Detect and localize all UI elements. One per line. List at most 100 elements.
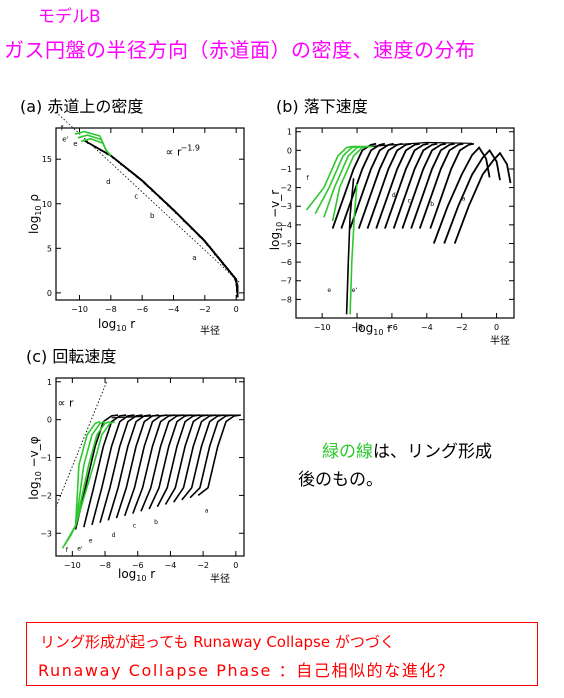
a-ytick-label: 0 [47,289,52,298]
a-density-curve [93,145,239,298]
a-ytick-label: 10 [42,200,52,209]
c-frame [55,377,245,557]
a-xtick-label: −10 [71,305,88,314]
c-ytick-label: −3 [40,529,52,538]
c-xtick-label: −4 [165,561,177,570]
b-ytick-label: −6 [280,258,292,267]
c-rotation-curve [181,414,225,501]
c-ylabel: log10 −v_φ [27,436,43,499]
c-xtick-label: 0 [233,561,238,570]
b-radius-label: 半径 [490,334,510,347]
conclusion-line1: リング形成が起っても Runaway Collapse がつづく [40,633,395,651]
a-curve-label: d [106,178,110,186]
c-rotation-curve [173,414,217,503]
a-curve-label: a [192,254,196,262]
green-line-note: 緑の線は、リング形成 後のもの。 [298,438,492,494]
c-rotation-curve [83,414,127,528]
b-envelope-line [367,141,473,148]
b-infall-curve [418,142,464,229]
note-line1: は、リング形成 [373,442,492,462]
b-ytick-label: −4 [280,221,292,230]
b-xtick-label: −8 [351,323,363,332]
a-density-curve [222,263,239,298]
b-xtick-label: −10 [314,323,331,332]
c-rotation-curve [140,414,184,512]
c-curve-label: a [205,507,209,514]
c-curve-label: c [133,523,136,530]
a-xtick-label: −4 [168,305,180,314]
c-ytick-label: 0 [47,416,52,425]
b-curve-label: c [408,198,411,205]
a-curve-label: e [73,140,77,148]
b-green-curve [305,145,357,211]
b-green-curve [323,145,368,218]
a-density-curve [87,142,239,298]
a-density-curve [159,197,239,298]
rotation-velocity-chart: −10 −8 −6 −4 −2 0 1 0 −1 −2 −3 a b c d e e' f ∝ r log10 r lo… [27,377,245,585]
b-curve-label: a [462,196,466,203]
b-xtick-label: −4 [421,323,433,332]
a-annotation: ∝ r [166,146,182,159]
a-density-curve [135,176,239,298]
b-curve-label: d [392,192,396,199]
a-density-curve [82,139,239,298]
c-envelope-line [111,414,241,419]
b-curve-label: e [327,287,331,294]
b-infall-curve [453,151,512,244]
a-density-curve [190,227,239,298]
c-annotation: ∝ r [58,396,74,409]
c-curve-label: f [66,547,69,554]
c-curve-label: b [154,519,158,526]
a-density-curve [151,190,239,298]
c-ytick-label: 1 [47,378,52,387]
b-inner-curve [345,178,355,315]
a-xtick-label: −2 [199,305,211,314]
c-rotation-curve [197,414,241,497]
a-reference-line [55,111,240,283]
b-xtick-label: −6 [386,323,398,332]
c-rotation-curve [99,414,143,523]
c-xtick-label: −10 [64,561,81,570]
a-curve-label: b [150,212,155,220]
b-infall-curve [429,142,475,229]
b-infall-curve [432,146,491,244]
a-green-curve [80,137,112,157]
a-ytick-label: 15 [42,155,52,164]
c-rotation-curve [164,414,209,505]
a-density-curve [143,182,239,298]
b-ytick-label: −8 [280,295,292,304]
conclusion-box [26,622,538,686]
slide-title: ガス円盤の半径方向（赤道面）の密度、速度の分布 [4,38,476,62]
b-infall-curve [331,142,377,229]
b-green-curve [331,145,373,222]
a-density-curve [128,169,239,298]
b-infall-curve [384,142,429,229]
b-curve-label: b [430,201,434,208]
c-rotation-curve [156,414,200,508]
b-xtick-label: 0 [494,323,499,332]
b-infall-curve [375,142,420,229]
b-ytick-label: 0 [287,146,292,155]
c-rotation-curve [132,414,176,514]
b-infall-curve [392,142,438,229]
c-radius-label: 半径 [210,572,230,585]
b-xtick-label: −2 [456,323,468,332]
b-infall-curve [401,142,447,229]
a-frame [55,127,245,301]
c-curve-label: e [89,538,93,545]
a-density-curve [175,212,239,298]
c-rotation-curve [148,414,192,510]
b-curve-label: f [306,175,309,182]
a-ytick-label: 5 [47,244,52,253]
model-label: モデルB [38,7,101,27]
c-ytick-label: −2 [40,491,52,500]
b-inner-green-curve [349,183,358,315]
a-xtick-label: −6 [136,305,148,314]
c-rotation-curve [74,414,119,530]
a-xlabel: log10 r [98,317,135,333]
a-density-curve [120,163,239,298]
b-infall-curve [443,148,501,244]
a-density-curve [182,220,239,298]
c-xtick-label: −6 [132,561,144,570]
